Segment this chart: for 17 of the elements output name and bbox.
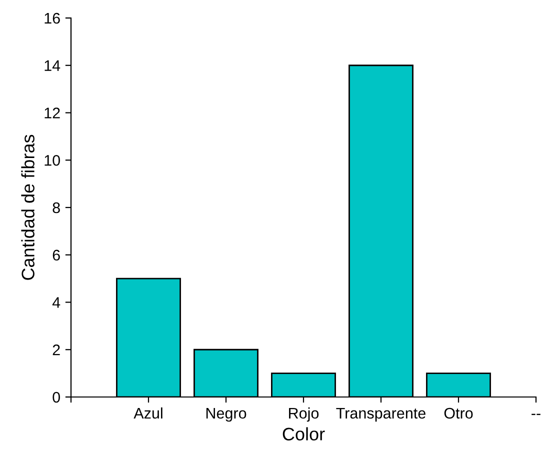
y-tick-label: 12	[44, 108, 60, 118]
x-tick-label: Rojo	[289, 407, 319, 422]
y-tick-label: 8	[52, 202, 60, 214]
x-tick-label: Azul	[134, 407, 162, 419]
y-tick-label: 6	[52, 250, 60, 261]
x-tick-label: --	[532, 414, 540, 416]
x-tick-label: Transparente	[336, 408, 426, 422]
y-tick-label: 14	[44, 60, 60, 71]
x-tick-label: Otro	[444, 408, 473, 419]
y-tick-label: 4	[52, 297, 60, 308]
y-tick-label: 16	[44, 12, 60, 24]
x-axis-title: Color	[282, 427, 325, 440]
y-tick-label: 0	[52, 392, 60, 403]
y-tick-label: 10	[44, 154, 60, 166]
y-axis-title: Cantidad de fibras	[21, 134, 34, 280]
y-tick-label: 2	[52, 344, 60, 356]
x-tick-label: Negro	[206, 408, 246, 422]
